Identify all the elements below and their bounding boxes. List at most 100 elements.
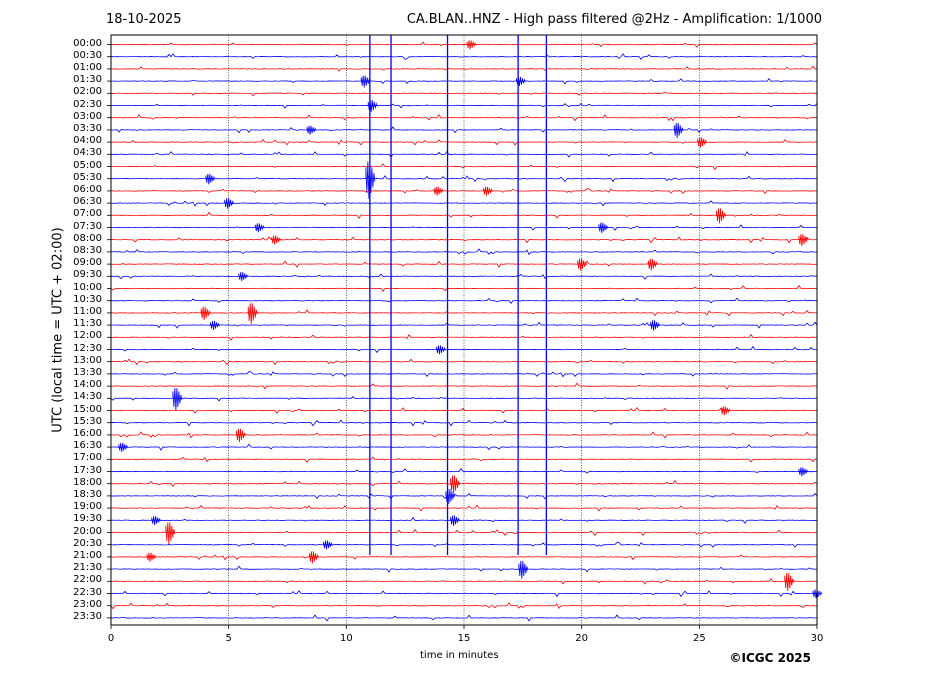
seismic-event [518, 560, 529, 579]
seismic-event [483, 186, 493, 196]
y-tick-label: 19:00 [73, 501, 102, 513]
y-tick-label: 07:30 [73, 220, 102, 232]
trace-0230 [110, 102, 818, 109]
trace-1030 [110, 297, 818, 304]
y-tick-label: 17:30 [73, 464, 102, 476]
trace-2100 [110, 554, 818, 561]
trace-0030 [111, 53, 818, 60]
seismic-event [172, 387, 183, 411]
y-tick-label: 16:00 [73, 427, 102, 439]
trace-2230 [110, 589, 818, 598]
x-tick-label: 5 [225, 633, 232, 644]
y-tick-label: 06:00 [73, 183, 102, 195]
y-tick-label: 03:00 [73, 110, 102, 122]
seismic-event [151, 516, 162, 526]
seismic-event [210, 320, 220, 330]
trace-2130 [110, 565, 818, 573]
trace-0700 [110, 211, 818, 219]
y-tick-label: 14:30 [73, 391, 102, 403]
y-tick-label: 01:00 [73, 61, 102, 73]
trace-0200 [110, 91, 818, 97]
y-tick-label: 22:00 [73, 574, 102, 586]
copyright-credit: ©ICGC 2025 [729, 651, 811, 665]
trace-0330 [110, 126, 818, 134]
y-tick-label: 19:30 [73, 513, 102, 525]
y-tick-label: 13:30 [73, 366, 102, 378]
trace-1100 [110, 309, 818, 317]
trace-0000 [110, 41, 818, 48]
seismic-event [450, 515, 460, 526]
x-tick-label: 20 [575, 633, 589, 644]
y-tick-label: 15:00 [73, 403, 102, 415]
y-tick-label: 22:30 [73, 586, 102, 598]
seismic-event [360, 75, 371, 88]
y-tick-label: 20:00 [73, 525, 102, 537]
seismic-event [673, 123, 684, 138]
seismic-event [271, 235, 282, 245]
trace-1600 [110, 431, 818, 439]
seismic-event [445, 489, 456, 504]
y-tick-label: 11:00 [73, 305, 102, 317]
seismic-event [720, 406, 731, 416]
seismic-event [238, 272, 249, 282]
trace-1700 [110, 456, 818, 463]
y-tick-label: 04:30 [73, 147, 102, 159]
y-tick-label: 00:30 [73, 49, 102, 61]
seismic-event [205, 173, 216, 185]
trace-0500 [110, 163, 818, 171]
y-tick-label: 08:00 [73, 232, 102, 244]
x-tick-label: 10 [339, 633, 353, 644]
trace-2200 [110, 578, 818, 585]
y-tick-label: 10:00 [73, 281, 102, 293]
seismic-event [306, 125, 317, 135]
date-label: 18-10-2025 [106, 12, 182, 27]
seismic-event [450, 475, 460, 494]
trace-1830 [110, 492, 818, 500]
y-tick-label: 18:00 [73, 476, 102, 488]
y-tick-label: 12:30 [73, 342, 102, 354]
seismic-event [367, 99, 378, 112]
trace-1200 [110, 333, 818, 341]
seismic-event [798, 234, 809, 247]
y-tick-label: 17:00 [73, 452, 102, 464]
trace-0130 [110, 78, 818, 85]
seismic-event [146, 552, 157, 562]
trace-1930 [110, 516, 818, 524]
seismic-event [577, 258, 588, 271]
trace-0300 [110, 113, 818, 122]
seismic-event [798, 467, 809, 477]
seismic-event [236, 428, 246, 443]
y-tick-label: 02:00 [73, 86, 102, 98]
trace-1500 [110, 406, 818, 414]
seismic-event [433, 186, 444, 196]
seismic-event [224, 198, 235, 209]
trace-2300 [110, 602, 818, 610]
trace-0900 [110, 260, 818, 268]
seismic-event [118, 442, 129, 452]
trace-1330 [110, 371, 818, 378]
seismic-event [598, 222, 609, 234]
trace-0800 [110, 236, 818, 244]
seismic-event [466, 40, 477, 50]
seismic-event [647, 258, 658, 271]
seismic-event [254, 223, 265, 233]
y-tick-label: 08:30 [73, 244, 102, 256]
y-tick-label: 21:30 [73, 562, 102, 574]
y-tick-label: 09:30 [73, 269, 102, 281]
trace-1300 [110, 358, 818, 366]
x-tick-label: 30 [810, 633, 824, 644]
trace-1800 [110, 480, 818, 487]
trace-0630 [110, 200, 818, 207]
trace-0430 [110, 150, 818, 158]
chart-title: CA.BLAN..HNZ - High pass filtered @2Hz -… [406, 12, 822, 27]
y-tick-label: 05:30 [73, 171, 102, 183]
y-tick-label: 03:30 [73, 122, 102, 134]
trace-1430 [110, 396, 818, 402]
y-tick-label: 18:30 [73, 488, 102, 500]
y-tick-label: 06:30 [73, 196, 102, 208]
trace-2030 [110, 541, 818, 548]
seismic-event [247, 303, 258, 325]
x-axis-label: time in minutes [420, 650, 499, 661]
y-tick-label: 01:30 [73, 74, 102, 86]
